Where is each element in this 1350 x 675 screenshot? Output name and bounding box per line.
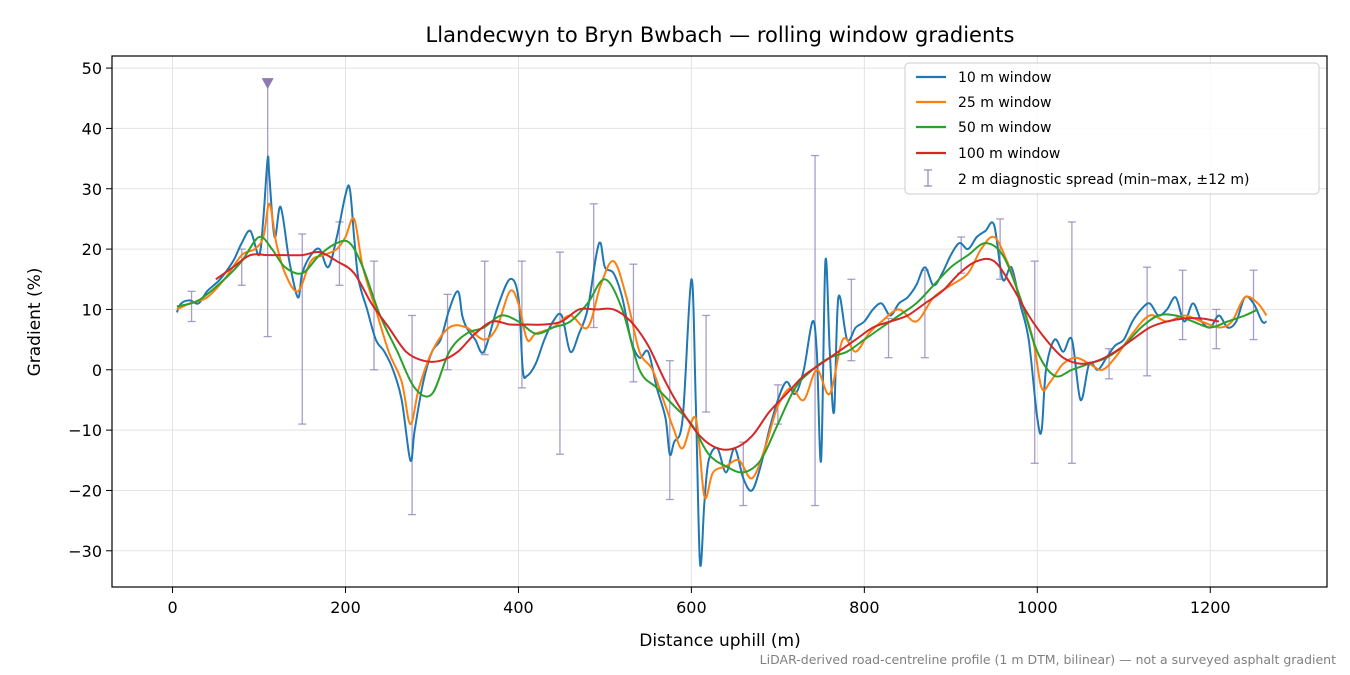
legend-swatch-spread — [924, 169, 932, 187]
x-tick-label: 800 — [849, 598, 880, 617]
spread-bar — [370, 260, 379, 371]
x-tick-label: 1000 — [1017, 598, 1058, 617]
spread-bar — [702, 314, 711, 413]
legend-label-10m: 10 m window — [958, 70, 1051, 86]
y-tick-label: 20 — [82, 240, 102, 259]
y-tick-label: −30 — [68, 542, 102, 561]
spread-bar — [408, 314, 417, 516]
y-tick-label: 30 — [82, 180, 102, 199]
y-tick-label: 50 — [82, 59, 102, 78]
legend-label-spread: 2 m diagnostic spread (min–max, ±12 m) — [958, 172, 1249, 188]
spread-bar — [187, 290, 196, 323]
legend-label-25m: 25 m window — [958, 95, 1051, 111]
chart-title: Llandecwyn to Bryn Bwbach — rolling wind… — [426, 23, 1015, 47]
spread-bar — [1178, 269, 1187, 341]
y-tick-label: −10 — [68, 421, 102, 440]
spread-bar — [1212, 308, 1221, 350]
y-axis-ticks: −30 −20 −10 0 10 20 30 40 50 — [68, 59, 112, 561]
spread-bar — [665, 360, 674, 501]
y-tick-label: 0 — [92, 361, 102, 380]
y-tick-label: 10 — [82, 300, 102, 319]
x-tick-label: 600 — [676, 598, 707, 617]
x-tick-label: 400 — [503, 598, 534, 617]
legend-label-100m: 100 m window — [958, 146, 1060, 162]
chart-caption: LiDAR-derived road-centreline profile (1… — [760, 652, 1336, 667]
spread-bar — [555, 251, 564, 455]
series-line-25-m-window — [176, 202, 1268, 500]
series-line-10-m-window — [175, 155, 1267, 567]
x-axis-ticks: 0 200 400 600 800 1000 1200 — [167, 587, 1231, 617]
spread-bar — [298, 233, 307, 425]
legend-box — [904, 62, 1320, 195]
peak-marker — [261, 78, 274, 90]
x-tick-label: 0 — [167, 598, 177, 617]
series-lines — [175, 155, 1268, 567]
x-tick-label: 1200 — [1190, 598, 1231, 617]
x-axis-title: Distance uphill (m) — [639, 631, 800, 651]
legend: 10 m window 25 m window 50 m window 100 … — [904, 62, 1320, 195]
y-tick-label: 40 — [82, 119, 102, 138]
legend-label-50m: 50 m window — [958, 120, 1051, 136]
y-tick-label: −20 — [68, 481, 102, 500]
marker-layer — [261, 78, 274, 90]
series-line-50-m-window — [176, 235, 1259, 474]
y-axis-title: Gradient (%) — [25, 268, 45, 377]
plot-frame — [111, 55, 1328, 588]
series-line-100-m-window — [215, 250, 1220, 451]
spread-bar — [1030, 260, 1039, 464]
x-tick-label: 200 — [330, 598, 361, 617]
grid — [112, 56, 1327, 587]
